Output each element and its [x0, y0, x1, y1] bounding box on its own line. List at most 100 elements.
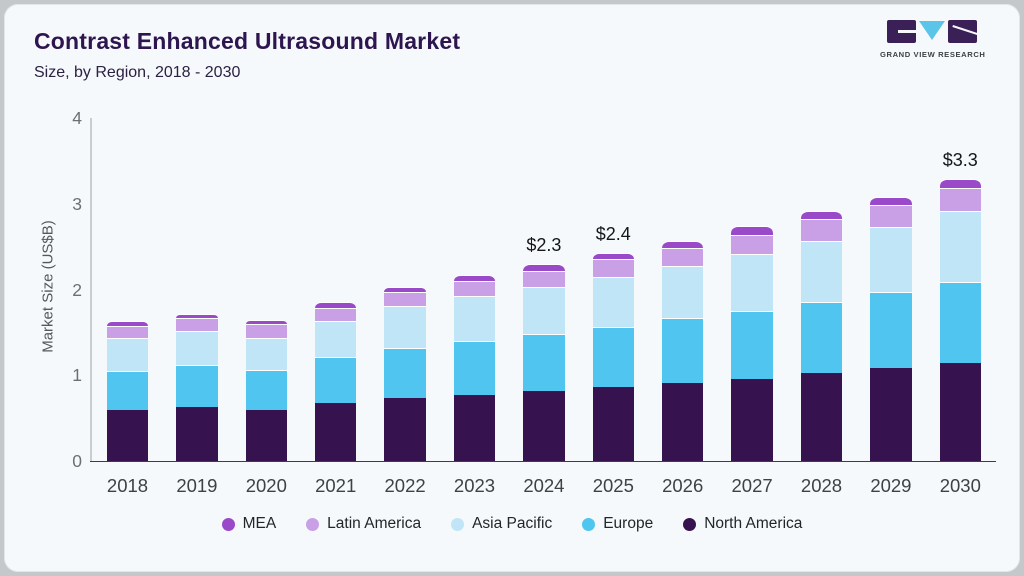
bar-segment-mea-2022: [384, 287, 426, 293]
bar-segment-north-america-2025: [592, 387, 635, 461]
x-tick-label-2029: 2029: [870, 475, 912, 496]
bar-value-label-2024: $2.3: [526, 234, 562, 255]
page-title: Contrast Enhanced Ultrasound Market: [34, 28, 461, 54]
bar-segment-mea-2020: [245, 319, 288, 324]
y-tick-label-2: 2: [72, 279, 82, 300]
logo-r-block: [948, 20, 977, 43]
bar-segment-north-america-2029: [870, 368, 912, 461]
bar-segment-europe-2020: [245, 370, 288, 410]
chart-card: Contrast Enhanced Ultrasound Market Size…: [4, 4, 1020, 572]
bar-segment-latin-america-2020: [245, 323, 288, 338]
bar-segment-latin-america-2029: [870, 204, 912, 227]
bar-segment-europe-2030: [939, 281, 982, 364]
bar-segment-europe-2029: [870, 292, 912, 369]
x-tick-label-2019: 2019: [176, 475, 218, 496]
bar-segment-asia-pacific-2022: [384, 305, 426, 348]
logo-v-triangle-icon: [919, 21, 945, 40]
x-tick-label-2020: 2020: [245, 475, 287, 496]
legend-label: Europe: [603, 515, 654, 532]
legend-item-asia-pacific: Asia Pacific: [451, 515, 552, 533]
bar-group-2020: [245, 319, 288, 461]
bar-segment-europe-2023: [453, 341, 496, 395]
bar-segment-north-america-2030: [939, 363, 982, 461]
gvr-logo-text: GRAND VIEW RESEARCH: [880, 50, 986, 59]
y-axis-line: [90, 118, 92, 461]
x-tick-label-2028: 2028: [800, 475, 843, 496]
bar-segment-latin-america-2026: [661, 247, 704, 266]
legend-label: Asia Pacific: [472, 515, 553, 532]
bar-segment-latin-america-2023: [453, 281, 496, 297]
legend-label: Latin America: [327, 515, 422, 532]
bar-segment-asia-pacific-2024: [523, 286, 565, 335]
bar-segment-europe-2026: [661, 317, 704, 383]
bar-segment-europe-2022: [384, 347, 426, 399]
bar-segment-asia-pacific-2019: [176, 330, 218, 365]
legend-item-europe: Europe: [582, 515, 653, 533]
bar-group-2027: [731, 226, 773, 461]
bar-segment-mea-2023: [453, 275, 496, 282]
bar-segment-north-america-2024: [523, 390, 565, 461]
bar-group-2022: [384, 287, 426, 461]
x-tick-label-2024: 2024: [523, 475, 565, 496]
bar-segment-europe-2027: [731, 311, 773, 379]
bar-segment-europe-2024: [523, 334, 565, 391]
x-tick-label-2026: 2026: [662, 475, 704, 496]
y-tick-label-1: 1: [72, 365, 82, 386]
x-tick-label-2027: 2027: [731, 475, 773, 496]
legend-item-latin-america: Latin America: [306, 515, 421, 533]
bar-segment-asia-pacific-2029: [870, 226, 912, 293]
bar-group-2024: [523, 263, 565, 461]
legend-label: North America: [704, 515, 803, 532]
y-tick-label-3: 3: [72, 193, 82, 214]
bar-value-label-2030: $3.3: [942, 149, 978, 170]
bar-segment-mea-2028: [800, 210, 843, 220]
bar-segment-europe-2021: [314, 357, 357, 403]
bar-group-2029: [870, 196, 912, 461]
bar-segment-north-america-2023: [453, 395, 496, 461]
x-axis-line: [90, 460, 996, 463]
bar-segment-europe-2019: [176, 365, 218, 407]
x-tick-label-2023: 2023: [453, 475, 496, 496]
bar-segment-latin-america-2028: [800, 219, 843, 241]
y-tick-label-0: 0: [72, 451, 82, 471]
legend-item-north-america: North America: [683, 515, 802, 533]
bar-group-2021: [314, 302, 357, 461]
page-subtitle: Size, by Region, 2018 - 2030: [34, 64, 241, 81]
legend-swatch-icon: [451, 517, 465, 531]
bar-segment-mea-2026: [661, 240, 704, 248]
bar-segment-latin-america-2021: [314, 308, 357, 322]
legend-swatch-icon: [582, 517, 596, 531]
plot-area: $2.3 $2.4 $3.3: [90, 118, 996, 461]
legend-label: MEA: [242, 515, 277, 532]
bar-segment-mea-2027: [731, 226, 773, 235]
bar-segment-mea-2030: [939, 178, 982, 189]
bar-segment-asia-pacific-2018: [106, 338, 149, 372]
bar-segment-north-america-2026: [661, 383, 704, 461]
bar-segment-mea-2018: [106, 321, 149, 326]
bar-value-label-2025: $2.4: [595, 223, 631, 244]
bar-segment-mea-2025: [592, 252, 635, 259]
bar-segment-north-america-2027: [731, 378, 773, 461]
bar-segment-north-america-2018: [106, 409, 149, 461]
bar-segment-mea-2021: [314, 302, 357, 309]
legend: MEA Latin America Asia Pacific Europe North …: [4, 515, 1020, 533]
bar-segment-latin-america-2030: [939, 188, 982, 211]
bar-segment-asia-pacific-2020: [245, 337, 288, 371]
legend-swatch-icon: [306, 517, 320, 531]
bar-segment-asia-pacific-2028: [800, 240, 843, 303]
bar-segment-asia-pacific-2026: [661, 265, 704, 318]
legend-swatch-icon: [683, 517, 697, 531]
x-tick-label-2018: 2018: [106, 475, 149, 496]
bar-segment-latin-america-2024: [523, 270, 565, 287]
bar-segment-europe-2028: [800, 302, 843, 373]
bar-segment-latin-america-2018: [106, 325, 149, 339]
bar-segment-north-america-2021: [314, 402, 357, 461]
bar-segment-north-america-2019: [176, 407, 218, 461]
bar-segment-mea-2024: [523, 263, 565, 271]
bar-segment-asia-pacific-2023: [453, 296, 496, 341]
bar-segment-europe-2018: [106, 371, 149, 410]
bar-segment-europe-2025: [592, 327, 635, 388]
gvr-logo-mark: [880, 20, 984, 46]
bar-group-2028: [800, 210, 843, 461]
